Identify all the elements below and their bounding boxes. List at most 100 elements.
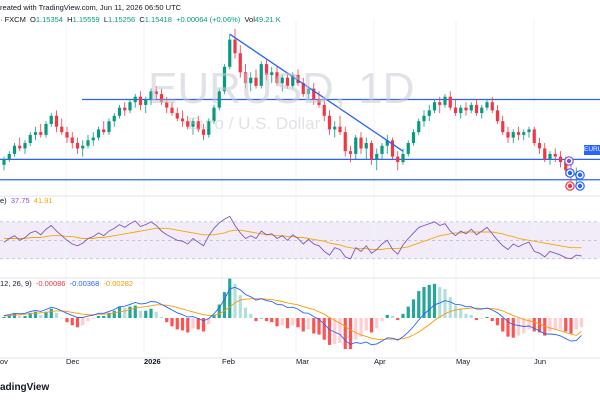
candle bbox=[459, 104, 463, 119]
candle-body bbox=[275, 72, 279, 84]
macd-histogram-bar bbox=[291, 318, 295, 326]
candle-body bbox=[39, 132, 43, 135]
candle bbox=[49, 113, 53, 127]
macd-histogram-bar bbox=[380, 318, 384, 322]
macd-histogram-bar bbox=[501, 318, 505, 332]
macd-histogram-bar bbox=[259, 318, 263, 319]
candle-body bbox=[348, 151, 353, 154]
macd-histogram-bar bbox=[165, 318, 169, 323]
candle-body bbox=[44, 123, 48, 135]
macd-histogram-bar bbox=[516, 318, 521, 336]
candle-body bbox=[75, 143, 80, 149]
candle bbox=[70, 132, 74, 149]
candle-body bbox=[86, 140, 90, 146]
candle bbox=[28, 132, 32, 146]
macd-histogram-bar bbox=[54, 312, 59, 318]
low-value: 1.15256 bbox=[108, 15, 136, 24]
candle bbox=[249, 72, 253, 92]
macd-histogram-bar bbox=[459, 308, 463, 318]
macd-histogram-bar bbox=[170, 318, 174, 327]
candle bbox=[7, 151, 11, 163]
candle bbox=[527, 126, 531, 138]
candle bbox=[522, 129, 526, 141]
macd-histogram-bar bbox=[60, 318, 64, 319]
candle bbox=[537, 137, 542, 154]
candle bbox=[474, 99, 479, 116]
candle bbox=[338, 115, 342, 135]
candle-body bbox=[301, 83, 305, 95]
candle-body bbox=[91, 137, 95, 141]
candle bbox=[165, 96, 169, 114]
candle bbox=[516, 126, 521, 141]
candle-body bbox=[149, 91, 153, 100]
macd-histogram-bar bbox=[558, 318, 563, 330]
candle-body bbox=[469, 104, 473, 111]
macd-histogram-bar bbox=[102, 315, 106, 318]
candle-body bbox=[375, 153, 379, 160]
candle-body bbox=[254, 77, 258, 86]
macd-histogram-bar bbox=[159, 316, 164, 318]
macd-histogram-bar bbox=[474, 318, 479, 321]
candle bbox=[117, 104, 122, 119]
header-created: reated with TradingView.com, Jun 11, 202… bbox=[0, 3, 182, 12]
x-tick-feb: Feb bbox=[222, 357, 235, 366]
candle bbox=[91, 132, 95, 146]
x-tick-apr: Apr bbox=[374, 357, 386, 366]
candle bbox=[128, 99, 132, 114]
candle bbox=[443, 94, 447, 108]
macd-histogram-bar bbox=[12, 313, 17, 318]
macd-histogram-bar bbox=[39, 314, 43, 318]
macd-histogram-bar bbox=[91, 318, 95, 320]
macd-histogram-bar bbox=[228, 278, 232, 318]
candle-body bbox=[411, 132, 416, 144]
candle bbox=[81, 140, 85, 157]
candle bbox=[170, 102, 174, 116]
last-price-label[interactable]: EURUS bbox=[584, 145, 600, 155]
candle-body bbox=[154, 91, 158, 95]
candle bbox=[175, 107, 179, 122]
rsi-value: 37.75 bbox=[10, 196, 30, 205]
candle-body bbox=[201, 129, 206, 135]
candle bbox=[469, 102, 473, 114]
candle-body bbox=[186, 121, 190, 127]
candle bbox=[275, 66, 279, 86]
macd-histogram-bar bbox=[86, 318, 90, 322]
macd-histogram-bar bbox=[154, 311, 158, 318]
candle-body bbox=[453, 107, 458, 114]
candle bbox=[86, 134, 90, 149]
macd-histogram-bar bbox=[495, 318, 500, 326]
macd-histogram-bar bbox=[422, 286, 426, 318]
open-value: 1.15354 bbox=[35, 15, 63, 24]
macd-histogram-bar bbox=[33, 311, 38, 318]
candle-body bbox=[532, 129, 536, 144]
macd-histogram-bar bbox=[144, 310, 148, 318]
macd-histogram-bar bbox=[543, 318, 547, 336]
macd-histogram-bar bbox=[522, 318, 526, 334]
low-label: L bbox=[103, 15, 109, 24]
candle-body bbox=[459, 107, 463, 114]
candle bbox=[511, 129, 515, 144]
candle bbox=[259, 61, 263, 89]
macd-histogram-bar bbox=[149, 308, 153, 318]
candle bbox=[432, 99, 437, 114]
macd-histogram-bar bbox=[123, 307, 127, 318]
macd-histogram-bar bbox=[396, 318, 400, 321]
macd-signal-value: -0.00282 bbox=[103, 279, 134, 288]
candle bbox=[217, 88, 221, 111]
candle-body bbox=[291, 74, 295, 86]
macd-histogram-bar bbox=[453, 305, 458, 318]
macd-histogram-bar bbox=[65, 318, 69, 323]
macd-histogram-bar bbox=[322, 318, 326, 340]
candle-body bbox=[222, 66, 227, 92]
source-label: · FXCM bbox=[0, 15, 26, 24]
candle bbox=[501, 115, 505, 135]
candle-body bbox=[480, 107, 484, 114]
candle-body bbox=[443, 96, 447, 105]
candle-body bbox=[516, 132, 521, 135]
candle-body bbox=[317, 99, 321, 105]
event-us-flag-icon-2-dot bbox=[567, 183, 573, 189]
macd-histogram-bar bbox=[579, 318, 584, 328]
macd-histogram-bar bbox=[254, 318, 258, 322]
candle bbox=[390, 137, 395, 160]
